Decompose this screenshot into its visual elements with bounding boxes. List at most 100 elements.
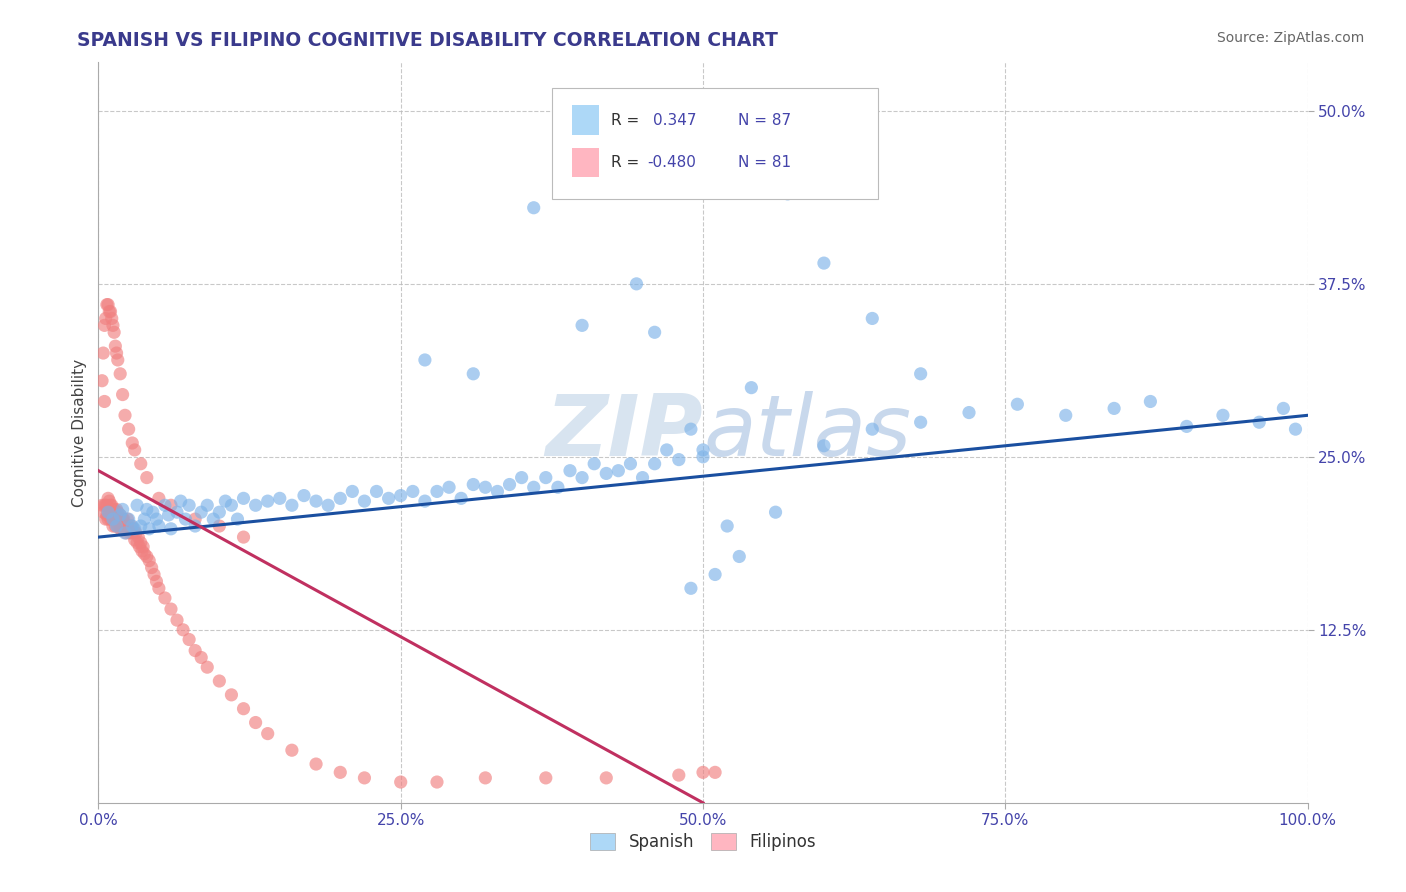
Point xyxy=(157,508,180,522)
Point xyxy=(179,632,201,647)
Point xyxy=(413,494,436,508)
Point xyxy=(184,512,207,526)
Point xyxy=(97,491,120,506)
Point xyxy=(111,387,134,401)
Point xyxy=(195,660,218,674)
Point xyxy=(129,519,152,533)
Point xyxy=(256,494,278,508)
Point xyxy=(141,560,163,574)
Point xyxy=(111,512,134,526)
Point xyxy=(498,477,520,491)
Point xyxy=(101,318,124,333)
Point xyxy=(208,519,231,533)
Point xyxy=(329,491,352,506)
Point xyxy=(463,477,485,491)
Point xyxy=(426,484,449,499)
Point xyxy=(644,326,666,340)
Point xyxy=(583,457,606,471)
Point xyxy=(93,394,115,409)
Point xyxy=(91,346,114,360)
Point xyxy=(110,519,132,533)
Point xyxy=(190,650,212,665)
Point xyxy=(124,522,146,536)
Point xyxy=(121,436,143,450)
Point xyxy=(692,442,714,457)
Point xyxy=(692,765,714,780)
Point xyxy=(135,470,157,484)
Point xyxy=(190,505,212,519)
FancyBboxPatch shape xyxy=(551,88,879,200)
Point xyxy=(121,519,143,533)
Point xyxy=(121,525,143,540)
Point xyxy=(107,519,129,533)
Point xyxy=(571,318,593,333)
Point xyxy=(138,522,160,536)
Point xyxy=(124,533,146,547)
Point xyxy=(108,367,131,381)
Point xyxy=(160,498,183,512)
Point xyxy=(124,442,146,457)
Point xyxy=(437,480,460,494)
Point xyxy=(607,464,630,478)
Point xyxy=(910,367,932,381)
Text: 0.347: 0.347 xyxy=(654,112,697,128)
Point xyxy=(94,498,117,512)
Point xyxy=(114,519,136,533)
Point xyxy=(127,498,149,512)
Point xyxy=(108,522,131,536)
Point xyxy=(366,484,388,499)
Point xyxy=(595,771,617,785)
Point xyxy=(166,613,188,627)
Point xyxy=(523,480,546,494)
Point xyxy=(96,297,118,311)
Point xyxy=(704,765,727,780)
Point xyxy=(179,498,201,512)
Point xyxy=(402,484,425,499)
Point xyxy=(120,519,142,533)
Point xyxy=(353,494,375,508)
Point xyxy=(96,498,118,512)
Point xyxy=(692,450,714,464)
Point xyxy=(595,467,617,481)
Point xyxy=(91,374,114,388)
Point xyxy=(111,502,134,516)
Point xyxy=(644,457,666,471)
Point xyxy=(353,771,375,785)
Point xyxy=(626,277,648,291)
Point xyxy=(153,591,176,605)
Legend: Spanish, Filipinos: Spanish, Filipinos xyxy=(583,826,823,857)
Point xyxy=(96,508,118,522)
Point xyxy=(104,519,127,533)
Point xyxy=(122,522,145,536)
Point xyxy=(728,549,751,564)
Point xyxy=(135,502,157,516)
Point xyxy=(107,505,129,519)
Point xyxy=(174,512,197,526)
Point xyxy=(93,498,115,512)
Point xyxy=(232,530,254,544)
Point xyxy=(142,505,165,519)
Point xyxy=(103,512,125,526)
Point xyxy=(668,452,690,467)
Point xyxy=(148,491,170,506)
Point xyxy=(108,508,131,522)
Point xyxy=(232,491,254,506)
Point xyxy=(631,470,654,484)
Point xyxy=(118,522,141,536)
Point xyxy=(679,582,702,596)
Point xyxy=(1249,415,1271,429)
Point xyxy=(132,540,155,554)
Point xyxy=(114,525,136,540)
Point xyxy=(143,567,166,582)
Point xyxy=(108,512,131,526)
Point xyxy=(558,464,581,478)
Point xyxy=(169,494,191,508)
Text: N = 81: N = 81 xyxy=(738,155,792,169)
Point xyxy=(94,512,117,526)
Point xyxy=(98,505,121,519)
Text: Source: ZipAtlas.com: Source: ZipAtlas.com xyxy=(1216,31,1364,45)
Point xyxy=(1175,419,1198,434)
Point xyxy=(281,498,304,512)
Point xyxy=(1212,409,1234,423)
Point xyxy=(118,525,141,540)
